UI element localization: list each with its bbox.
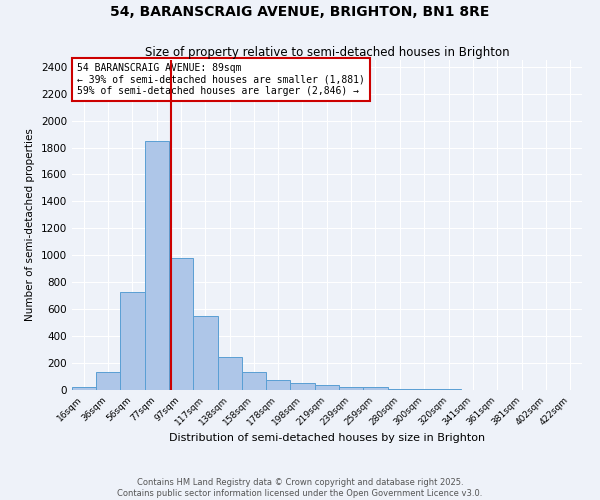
Title: Size of property relative to semi-detached houses in Brighton: Size of property relative to semi-detach… [145, 46, 509, 59]
Text: 54, BARANSCRAIG AVENUE, BRIGHTON, BN1 8RE: 54, BARANSCRAIG AVENUE, BRIGHTON, BN1 8R… [110, 5, 490, 19]
Bar [339, 386, 363, 390]
X-axis label: Distribution of semi-detached houses by size in Brighton: Distribution of semi-detached houses by … [169, 432, 485, 442]
Text: 54 BARANSCRAIG AVENUE: 89sqm
← 39% of semi-detached houses are smaller (1,881)
5: 54 BARANSCRAIG AVENUE: 89sqm ← 39% of se… [77, 64, 365, 96]
Bar [290, 382, 315, 390]
Bar [169, 258, 193, 390]
Text: Contains HM Land Registry data © Crown copyright and database right 2025.
Contai: Contains HM Land Registry data © Crown c… [118, 478, 482, 498]
Bar [363, 388, 388, 390]
Bar [72, 388, 96, 390]
Bar [315, 386, 339, 390]
Bar [218, 357, 242, 390]
Bar [96, 372, 120, 390]
Bar [145, 141, 169, 390]
Bar [388, 388, 412, 390]
Bar [242, 372, 266, 390]
Bar [120, 292, 145, 390]
Y-axis label: Number of semi-detached properties: Number of semi-detached properties [25, 128, 35, 322]
Bar [266, 380, 290, 390]
Bar [193, 316, 218, 390]
